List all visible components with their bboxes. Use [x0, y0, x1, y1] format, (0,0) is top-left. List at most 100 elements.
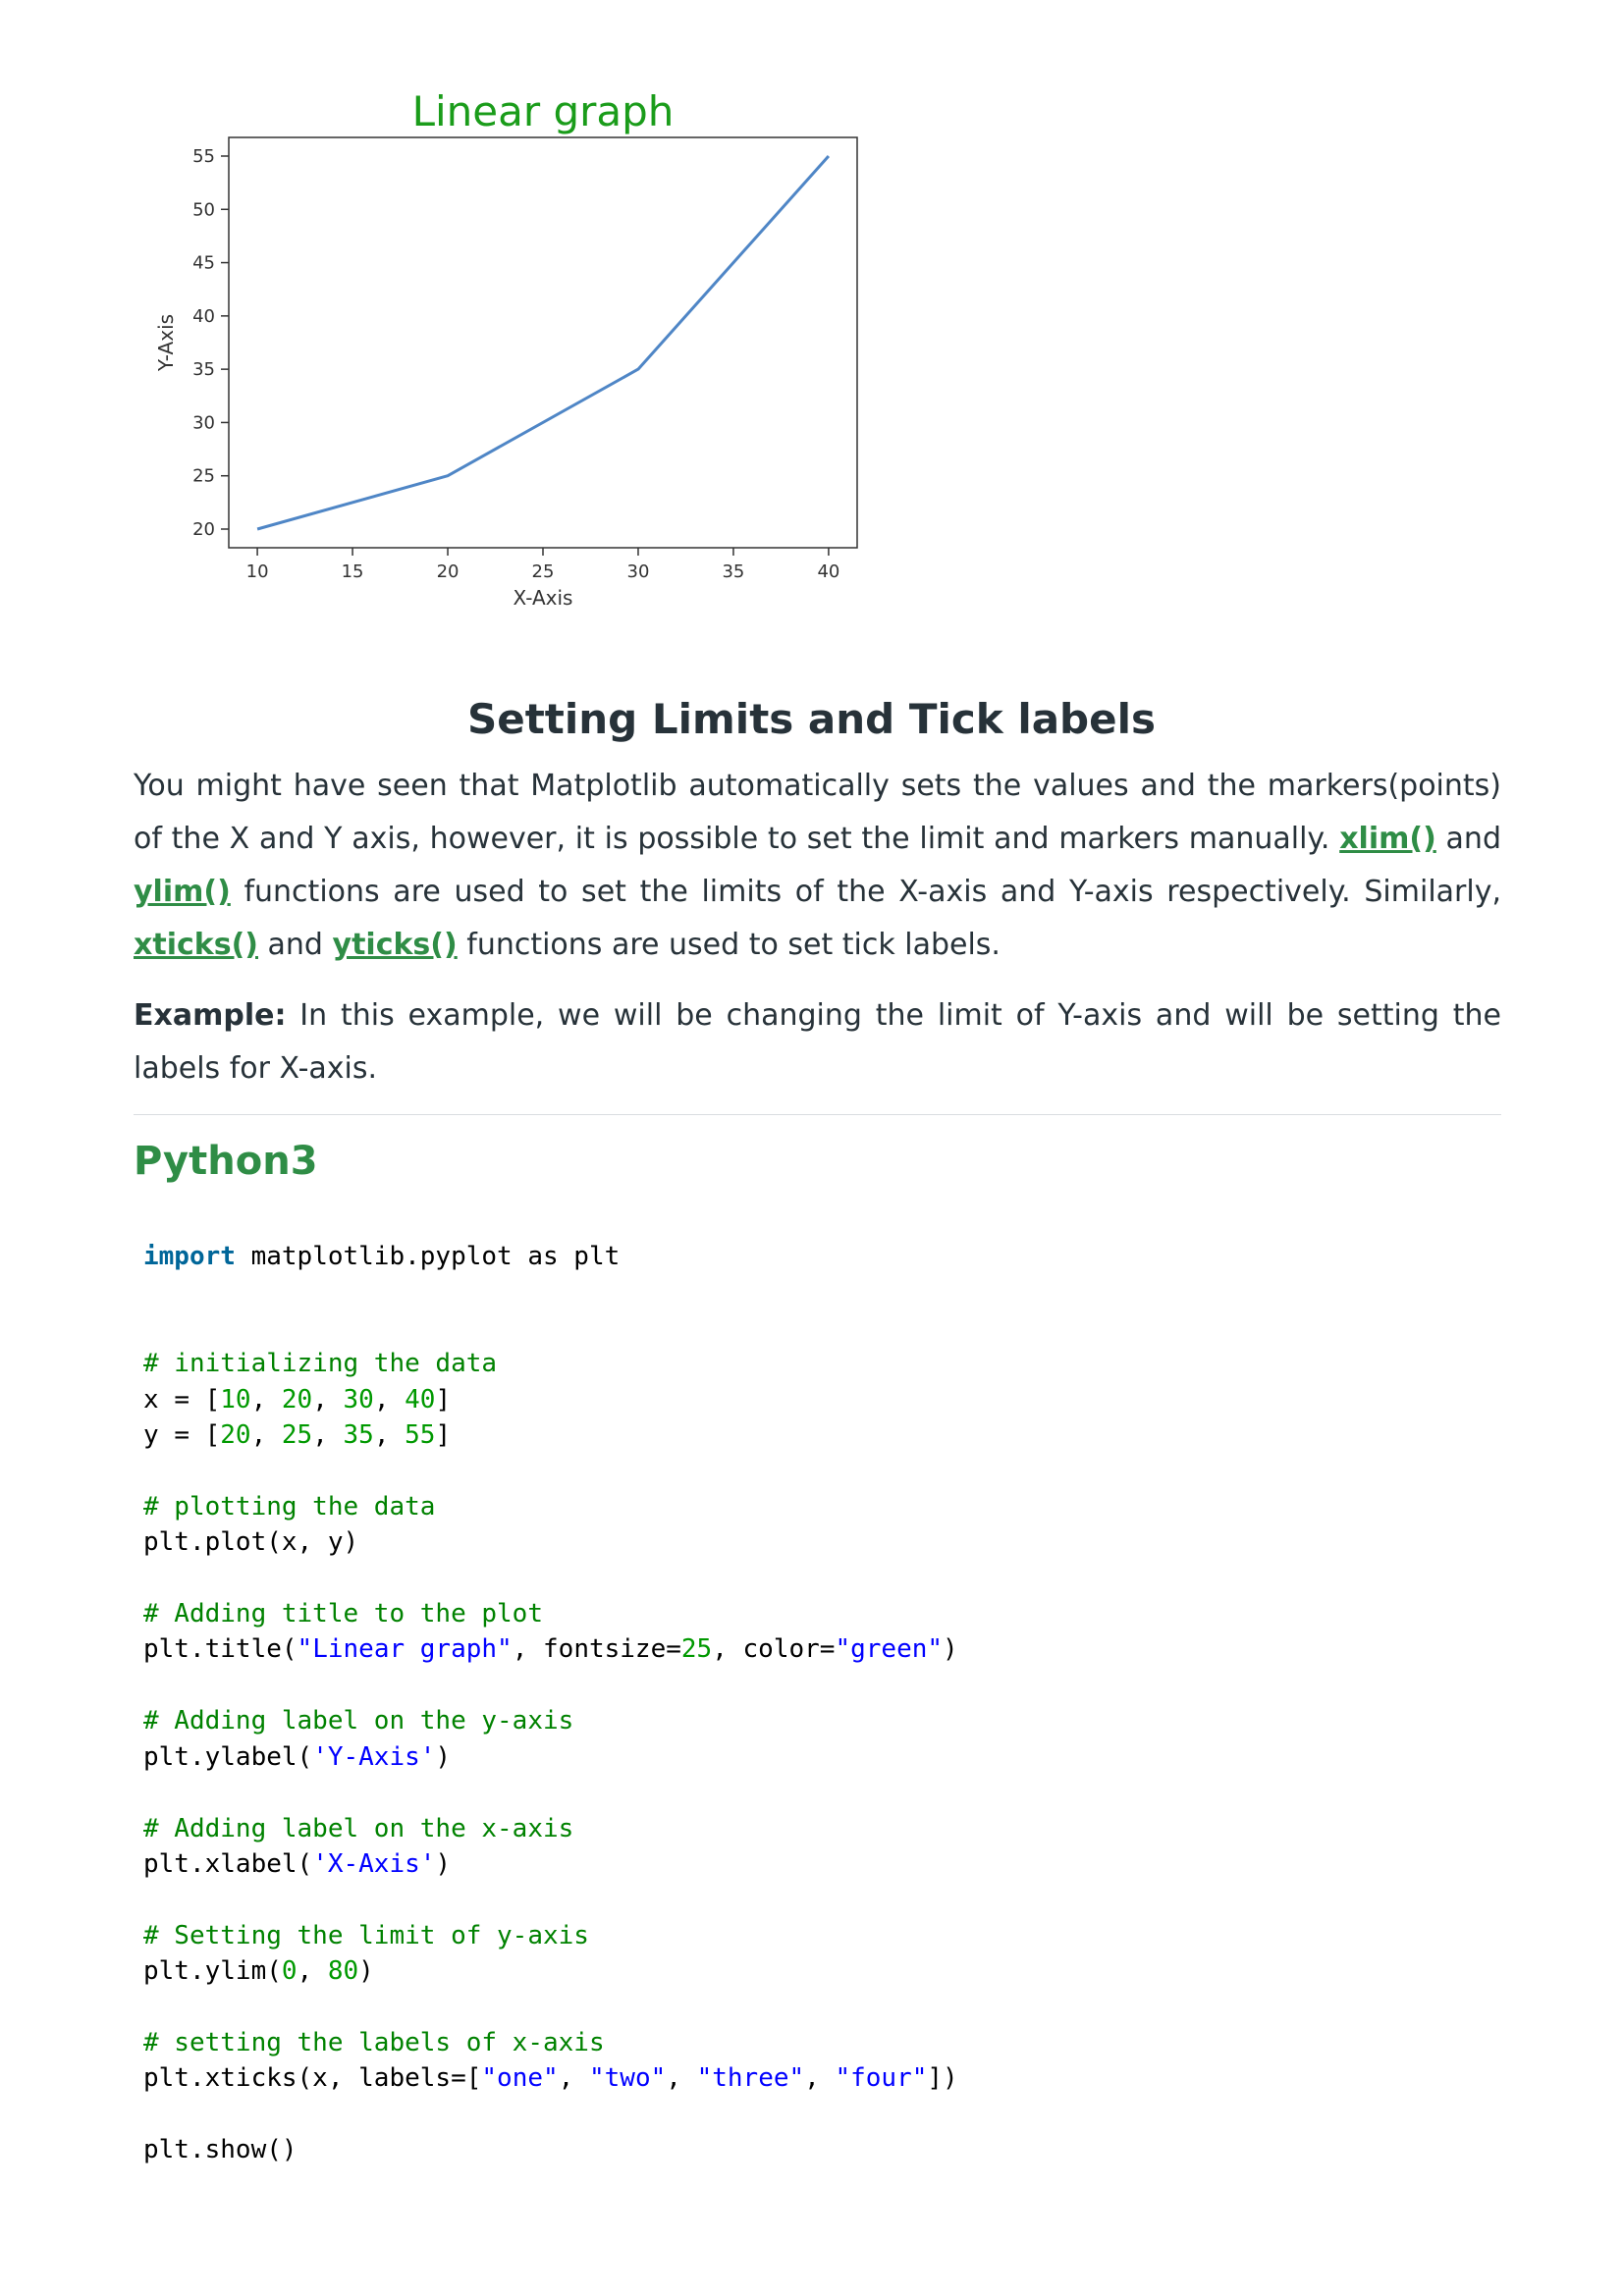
code-text: ,: [250, 1420, 282, 1451]
intro-text-3: functions are used to set the limits of …: [230, 875, 1501, 909]
code-number: 10: [220, 1384, 251, 1415]
code-text: plt.plot(x, y): [143, 1527, 359, 1558]
code-text: ,: [250, 1384, 282, 1415]
yticks-link[interactable]: yticks(): [332, 928, 458, 962]
code-operator: =: [451, 2063, 466, 2094]
code-text: ): [435, 1741, 452, 1772]
xlim-link[interactable]: xlim(): [1339, 822, 1436, 856]
y-tick-label: 50: [192, 199, 215, 220]
line-chart: Linear graph 20 25 30 35 40 45 50 55 10 15 20 25 30…: [154, 87, 858, 610]
code-operator: =: [819, 1634, 836, 1665]
intro-text-1: You might have seen that Matplotlib auto…: [134, 769, 1501, 856]
code-number: 40: [405, 1384, 436, 1415]
code-text: [: [189, 1420, 221, 1451]
y-tick-label: 30: [192, 412, 215, 433]
code-number: 35: [343, 1420, 374, 1451]
intro-text-4: and: [258, 928, 333, 962]
code-string: 'Y-Axis': [312, 1741, 436, 1772]
x-tick-label: 20: [437, 561, 460, 582]
code-string: "three": [696, 2063, 805, 2094]
code-text: ,: [312, 1420, 344, 1451]
example-label: Example:: [134, 998, 287, 1033]
code-string: "one": [481, 2063, 559, 2094]
x-axis-label: X-Axis: [514, 586, 573, 610]
code-text: y: [143, 1420, 175, 1451]
code-text: plt.xlabel(: [143, 1848, 313, 1879]
code-text: x: [143, 1384, 175, 1415]
y-tick-label: 40: [192, 306, 215, 327]
y-axis-ticks: 20 25 30 35 40 45 50 55: [192, 146, 229, 540]
code-text: plt.show(): [143, 2135, 298, 2165]
code-text: [: [465, 2063, 482, 2094]
code-comment: # initializing the data: [143, 1349, 498, 1379]
divider: [134, 1114, 1501, 1115]
code-text: plt.title(: [143, 1634, 298, 1665]
code-number: 80: [327, 1956, 359, 1987]
code-string: "two": [588, 2063, 667, 2094]
code-string: "four": [835, 2063, 928, 2094]
y-tick-label: 20: [192, 519, 215, 540]
code-operator: =: [174, 1384, 189, 1415]
code-text: ]: [435, 1420, 452, 1451]
code-number: 55: [405, 1420, 436, 1451]
code-text: ,: [804, 2063, 836, 2094]
code-text: ]): [927, 2063, 958, 2094]
code-keyword: import: [143, 1242, 236, 1271]
code-text: ): [358, 1956, 374, 1987]
code-text: , fontsize: [512, 1634, 667, 1665]
code-text: ,: [666, 2063, 697, 2094]
code-string: "Linear graph": [297, 1634, 513, 1665]
code-operator: =: [174, 1420, 189, 1451]
xticks-link[interactable]: xticks(): [134, 928, 258, 962]
code-comment: # plotting the data: [143, 1491, 436, 1522]
code-comment: # setting the labels of x-axis: [143, 2027, 605, 2057]
code-number: 20: [220, 1420, 251, 1451]
example-paragraph: Example: In this example, we will be cha…: [134, 989, 1501, 1095]
code-text: plt.ylim(: [143, 1956, 282, 1987]
intro-paragraph: You might have seen that Matplotlib auto…: [134, 760, 1501, 972]
ylim-link[interactable]: ylim(): [134, 875, 231, 909]
code-number: 20: [281, 1384, 313, 1415]
code-block[interactable]: import matplotlib.pyplot as plt # initia…: [143, 1239, 958, 2168]
code-number: 30: [343, 1384, 374, 1415]
code-text: [: [189, 1384, 221, 1415]
x-tick-label: 25: [532, 561, 555, 582]
code-text: ]: [435, 1384, 452, 1415]
code-comment: # Adding title to the plot: [143, 1599, 543, 1629]
y-tick-label: 25: [192, 466, 215, 487]
code-text: matplotlib.pyplot as plt: [235, 1242, 621, 1271]
code-text: ,: [558, 2063, 589, 2094]
x-tick-label: 30: [627, 561, 650, 582]
code-text: ,: [373, 1420, 406, 1451]
y-tick-label: 45: [192, 253, 215, 274]
code-string: "green": [835, 1634, 944, 1665]
intro-text-2: and: [1435, 822, 1501, 856]
section-heading: Setting Limits and Tick labels: [467, 695, 1156, 743]
code-text: plt.xticks(x, labels: [143, 2063, 452, 2094]
code-comment: # Adding label on the x-axis: [143, 1813, 574, 1843]
code-text: plt.ylabel(: [143, 1741, 313, 1772]
chart-title: Linear graph: [412, 87, 675, 135]
plot-area-frame: [228, 136, 858, 549]
x-tick-label: 40: [817, 561, 839, 582]
x-tick-label: 35: [722, 561, 744, 582]
code-operator: =: [666, 1634, 681, 1665]
x-axis-ticks: 10 15 20 25 30 35 40: [246, 548, 839, 582]
x-tick-label: 10: [246, 561, 269, 582]
code-number: 25: [680, 1634, 713, 1665]
code-comment: # Adding label on the y-axis: [143, 1706, 574, 1736]
code-text: ): [943, 1634, 958, 1665]
y-tick-label: 35: [192, 359, 215, 380]
code-text: ): [435, 1848, 452, 1879]
code-text: ,: [312, 1384, 344, 1415]
y-tick-label: 55: [192, 146, 215, 167]
code-text: , color: [712, 1634, 820, 1665]
code-text: ,: [297, 1956, 328, 1987]
code-comment: # Setting the limit of y-axis: [143, 1920, 589, 1950]
code-number: 0: [281, 1956, 298, 1987]
example-text: In this example, we will be changing the…: [134, 998, 1501, 1086]
x-tick-label: 15: [342, 561, 364, 582]
code-string: 'X-Axis': [312, 1848, 436, 1879]
y-axis-label: Y-Axis: [154, 314, 178, 372]
language-heading: Python3: [134, 1139, 318, 1184]
